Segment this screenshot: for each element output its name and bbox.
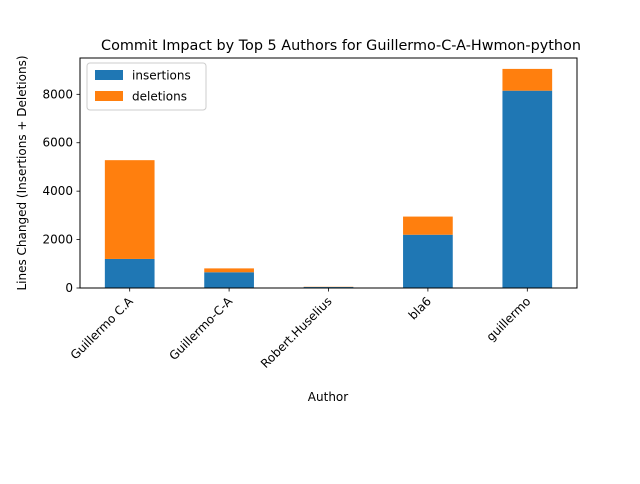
- legend-swatch-insertions: [95, 70, 123, 80]
- bar-deletions-0: [105, 160, 155, 259]
- bar-insertions-1: [204, 272, 254, 288]
- x-tick-label-0: Guillermo C.A: [68, 294, 137, 363]
- bar-deletions-4: [502, 69, 552, 91]
- legend-label-insertions: insertions: [132, 69, 191, 83]
- y-tick-label-0: 0: [65, 281, 73, 295]
- x-tick-label-3: bla6: [406, 294, 434, 322]
- chart-title: Commit Impact by Top 5 Authors for Guill…: [101, 38, 581, 54]
- y-tick-label-4: 8000: [42, 87, 73, 101]
- y-tick-label-3: 6000: [42, 136, 73, 150]
- legend: insertions deletions: [87, 63, 206, 110]
- bar-insertions-3: [403, 235, 453, 288]
- x-tick-label-4: guillermo: [484, 294, 534, 344]
- y-axis: 0 2000 4000 6000 8000: [42, 87, 80, 295]
- x-tick-label-2: Robert.Huselius: [258, 294, 335, 371]
- x-axis-label: Author: [308, 390, 348, 404]
- x-tick-label-1: Guillermo-C-A: [166, 294, 235, 363]
- bar-insertions-4: [502, 91, 552, 288]
- y-axis-label: Lines Changed (Insertions + Deletions): [15, 55, 29, 290]
- bar-deletions-1: [204, 268, 254, 272]
- bar-insertions-0: [105, 259, 155, 288]
- x-axis: Guillermo C.A Guillermo-C-A Robert.Huseliu…: [68, 288, 534, 371]
- y-tick-label-2: 4000: [42, 184, 73, 198]
- bar-deletions-3: [403, 217, 453, 235]
- legend-swatch-deletions: [95, 91, 123, 101]
- y-tick-label-1: 2000: [42, 233, 73, 247]
- legend-label-deletions: deletions: [132, 90, 187, 104]
